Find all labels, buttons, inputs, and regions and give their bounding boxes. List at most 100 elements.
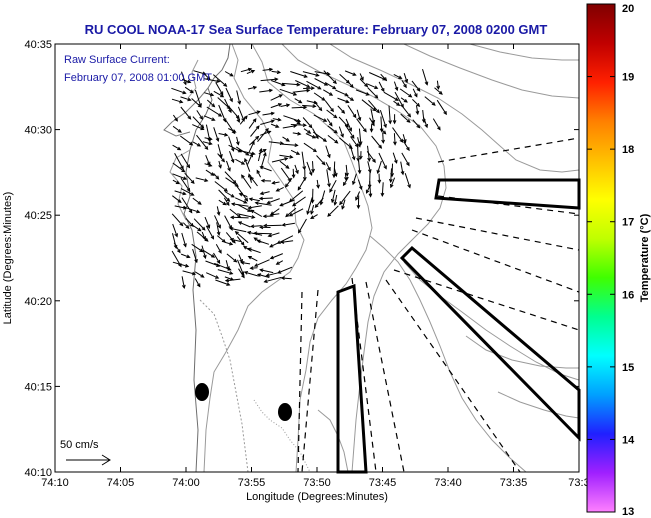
current-vector bbox=[224, 278, 241, 283]
current-vector bbox=[270, 103, 283, 109]
current-vector bbox=[180, 135, 194, 146]
current-vector bbox=[403, 141, 410, 152]
current-vector bbox=[259, 165, 272, 172]
current-vector bbox=[259, 88, 274, 93]
current-vector bbox=[173, 242, 181, 254]
current-vector bbox=[355, 191, 361, 201]
current-vector bbox=[297, 178, 306, 191]
current-vector bbox=[216, 222, 221, 237]
current-vector bbox=[316, 155, 326, 166]
current-vector bbox=[226, 253, 238, 263]
current-vector bbox=[196, 110, 203, 120]
current-vector bbox=[253, 231, 272, 236]
current-vector bbox=[361, 99, 377, 112]
current-vectors bbox=[171, 67, 447, 289]
current-vector bbox=[302, 169, 307, 182]
current-vector bbox=[339, 190, 351, 206]
current-vector bbox=[258, 196, 273, 201]
current-vector bbox=[172, 223, 178, 238]
current-vector bbox=[288, 208, 304, 217]
current-vector bbox=[194, 278, 201, 288]
current-vector bbox=[282, 136, 290, 142]
current-vector bbox=[378, 152, 387, 170]
current-vector bbox=[277, 266, 293, 274]
current-vector bbox=[234, 230, 249, 244]
current-vector bbox=[172, 114, 178, 122]
current-vector bbox=[238, 192, 248, 198]
current-vector bbox=[365, 185, 371, 194]
colorbar-ticks: 20 19 18 17 16 15 14 13 bbox=[587, 3, 635, 518]
current-vector bbox=[323, 89, 334, 96]
current-vector bbox=[269, 241, 280, 248]
current-vector bbox=[204, 92, 215, 97]
current-vector bbox=[401, 152, 410, 167]
current-vector bbox=[248, 110, 261, 116]
current-vector bbox=[366, 83, 379, 89]
current-vector bbox=[279, 154, 294, 159]
current-vector bbox=[256, 273, 270, 278]
annotation-line-1: Raw Surface Current: bbox=[64, 54, 170, 66]
current-vector bbox=[326, 169, 331, 188]
current-vector bbox=[201, 231, 206, 241]
current-vector bbox=[291, 196, 306, 207]
current-vector bbox=[272, 117, 282, 122]
current-vector bbox=[247, 256, 258, 262]
current-vector bbox=[356, 118, 367, 133]
current-vector bbox=[254, 201, 272, 206]
current-vector bbox=[355, 89, 370, 96]
current-vector bbox=[393, 81, 399, 92]
current-vector bbox=[306, 197, 313, 215]
current-vector bbox=[224, 241, 234, 246]
current-vector bbox=[326, 118, 333, 127]
current-vector bbox=[214, 181, 228, 192]
y-axis-label: Latitude (Degrees:Minutes) bbox=[2, 192, 14, 325]
current-vector bbox=[412, 88, 418, 98]
current-vector bbox=[333, 194, 338, 206]
current-vector bbox=[393, 100, 401, 107]
current-vector bbox=[376, 160, 382, 175]
y-axis: 40:35 40:30 40:25 40:20 40:15 40:10 bbox=[24, 39, 579, 479]
current-vector bbox=[228, 128, 237, 133]
current-vector bbox=[192, 141, 202, 147]
current-vector bbox=[342, 176, 349, 187]
x-tick-label: 73:50 bbox=[303, 477, 331, 489]
current-vector bbox=[225, 232, 236, 244]
current-vector bbox=[291, 168, 296, 179]
current-vector bbox=[292, 88, 311, 93]
current-vector bbox=[181, 71, 187, 86]
current-vector bbox=[229, 151, 235, 164]
scale-arrow bbox=[66, 454, 111, 466]
current-vector bbox=[312, 131, 327, 142]
colorbar: 20 19 18 17 16 15 14 13 Temperature (°C) bbox=[586, 3, 651, 518]
current-vector bbox=[191, 243, 204, 253]
current-vector bbox=[257, 127, 269, 143]
bathymetry-contours bbox=[163, 44, 579, 472]
y-tick-label: 40:30 bbox=[24, 125, 52, 137]
current-vector bbox=[379, 110, 387, 129]
current-vector bbox=[259, 191, 270, 196]
current-vector bbox=[380, 128, 387, 135]
current-vector bbox=[326, 109, 338, 119]
current-vector bbox=[249, 224, 262, 229]
current-vector bbox=[247, 153, 253, 165]
current-vector bbox=[392, 114, 397, 125]
x-tick-label: 73:55 bbox=[238, 477, 266, 489]
current-vector bbox=[313, 101, 323, 112]
current-vector bbox=[368, 181, 373, 198]
current-vector bbox=[294, 164, 299, 175]
x-tick-label: 73:35 bbox=[500, 477, 528, 489]
current-vector bbox=[404, 173, 411, 189]
buoy-marker bbox=[278, 403, 292, 421]
current-vector bbox=[279, 240, 294, 244]
current-vector bbox=[172, 261, 190, 268]
current-vector bbox=[269, 253, 283, 260]
current-vector bbox=[172, 173, 188, 180]
current-vector bbox=[392, 127, 404, 143]
current-vector bbox=[280, 167, 292, 182]
current-vector bbox=[236, 236, 245, 246]
current-vector bbox=[181, 232, 187, 248]
current-vector bbox=[290, 123, 308, 128]
current-vector bbox=[401, 104, 412, 118]
current-vector bbox=[327, 205, 339, 217]
current-vector bbox=[247, 205, 262, 210]
